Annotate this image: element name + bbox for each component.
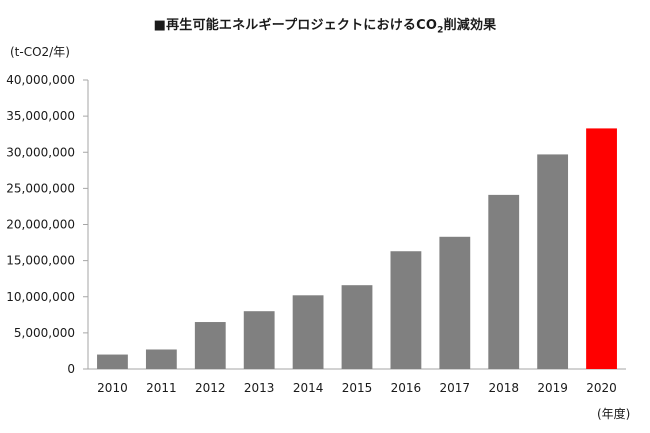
x-axis-unit-label: (年度) (597, 407, 631, 421)
bar-2015 (341, 285, 373, 369)
bar-2013 (243, 311, 275, 369)
y-tick-label: 10,000,000 (6, 290, 75, 304)
bar-2020 (586, 128, 617, 369)
chart-title: ■再生可能エネルギープロジェクトにおけるCO2削減効果 (0, 14, 650, 36)
bar-2014 (292, 295, 324, 369)
y-tick-label: 0 (67, 362, 75, 376)
bar-2011 (145, 349, 177, 369)
bar-2018 (488, 194, 520, 369)
bar-2012 (194, 322, 226, 369)
bar-2016 (390, 251, 422, 369)
chart-title-subscript: 2 (437, 25, 444, 36)
x-tick-label: 2014 (293, 381, 324, 395)
x-tick-label: 2011 (146, 381, 177, 395)
bar-2019 (537, 154, 569, 369)
y-tick-label: 25,000,000 (6, 181, 75, 195)
x-tick-label: 2013 (244, 381, 275, 395)
y-tick-label: 35,000,000 (6, 109, 75, 123)
chart-title-main: ■再生可能エネルギープロジェクトにおけるCO (153, 18, 438, 33)
x-tick-label: 2019 (537, 381, 568, 395)
chart-title-tail: 削減効果 (443, 18, 497, 33)
y-tick-label: 30,000,000 (6, 145, 75, 159)
bar-2017 (439, 236, 471, 369)
x-tick-label: 2020 (586, 381, 617, 395)
y-tick-label: 20,000,000 (6, 218, 75, 232)
x-tick-label: 2015 (342, 381, 373, 395)
y-tick-label: 5,000,000 (14, 326, 75, 340)
y-axis-unit-label: (t-CO2/年) (10, 45, 70, 59)
x-tick-label: 2017 (440, 381, 471, 395)
bar-2010 (97, 354, 128, 369)
x-tick-label: 2016 (391, 381, 422, 395)
x-tick-label: 2010 (97, 381, 128, 395)
x-tick-label: 2012 (195, 381, 226, 395)
x-tick-label: 2018 (488, 381, 519, 395)
y-tick-label: 15,000,000 (6, 254, 75, 268)
y-tick-label: 40,000,000 (6, 73, 75, 87)
